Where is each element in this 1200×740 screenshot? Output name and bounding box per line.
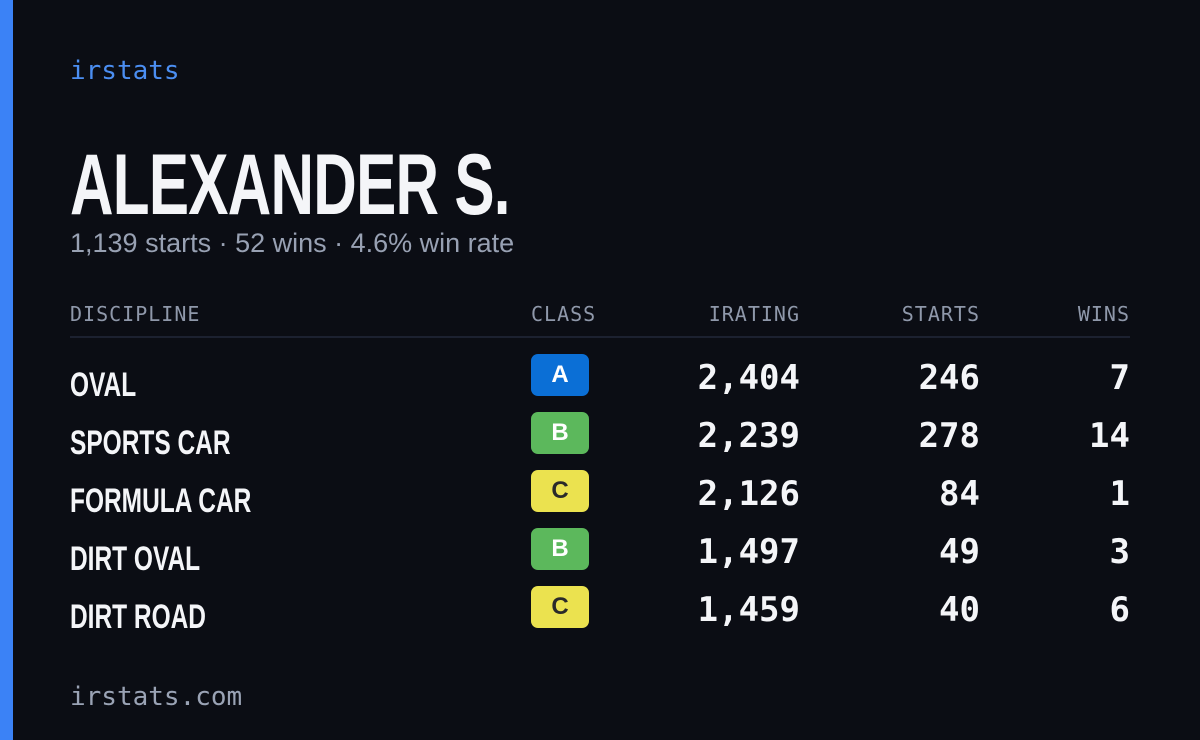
wins-value: 14 <box>1089 416 1130 456</box>
accent-bar <box>0 0 13 740</box>
wins-value: 6 <box>1109 590 1130 630</box>
column-header: CLASS <box>531 302 597 326</box>
irating-value: 1,459 <box>697 590 800 630</box>
brand: irstats <box>70 56 180 86</box>
class-badge: B <box>531 412 589 454</box>
column-header: IRATING <box>708 302 800 326</box>
class-badge: C <box>531 586 589 628</box>
starts-value: 278 <box>918 416 980 456</box>
irating-value: 1,497 <box>697 532 800 572</box>
driver-name: ALEXANDER S. <box>70 137 511 233</box>
wins-value: 7 <box>1109 358 1130 398</box>
column-header: WINS <box>1077 302 1130 326</box>
starts-value: 84 <box>939 474 980 514</box>
class-badge: B <box>531 528 589 570</box>
starts-value: 246 <box>918 358 980 398</box>
discipline: SPORTS CAR <box>70 424 231 462</box>
discipline: FORMULA CAR <box>70 482 252 520</box>
discipline: OVAL <box>70 366 137 404</box>
irating-value: 2,239 <box>697 416 800 456</box>
irating-value: 2,126 <box>697 474 800 514</box>
header-rule <box>70 336 1130 338</box>
discipline: DIRT OVAL <box>70 540 201 578</box>
discipline: DIRT ROAD <box>70 598 207 636</box>
summary: 1,139 starts · 52 wins · 4.6% win rate <box>70 228 515 258</box>
wins-value: 1 <box>1109 474 1130 514</box>
starts-value: 40 <box>939 590 980 630</box>
column-header: STARTS <box>901 302 980 326</box>
class-badge: A <box>531 354 589 396</box>
wins-value: 3 <box>1109 532 1130 572</box>
column-header: DISCIPLINE <box>70 302 201 326</box>
irating-value: 2,404 <box>697 358 800 398</box>
class-badge: C <box>531 470 589 512</box>
starts-value: 49 <box>939 532 980 572</box>
footer: irstats.com <box>70 682 243 712</box>
